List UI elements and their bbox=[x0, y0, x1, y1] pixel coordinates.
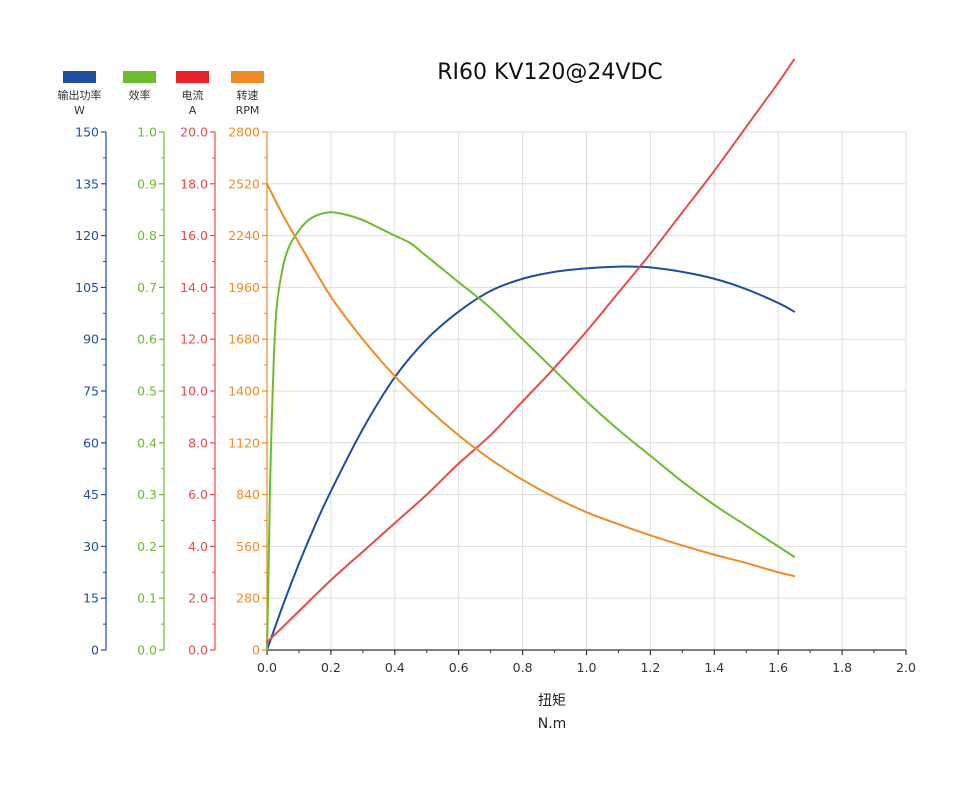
legend-label-power: 输出功率 bbox=[58, 88, 102, 102]
y-tick-label-rpm: 840 bbox=[236, 487, 260, 502]
y-tick-label-eff: 0.3 bbox=[137, 487, 157, 502]
x-axis-unit: N.m bbox=[538, 716, 567, 732]
y-tick-label-rpm: 2520 bbox=[228, 176, 260, 191]
x-axis: 0.0 0.2 0.4 0.6 0.8 1.0 1.2 1.4 1.6 1.8 2.0 bbox=[257, 649, 916, 675]
y-tick-label-rpm: 1120 bbox=[228, 435, 260, 450]
y-tick-label-eff: 0.6 bbox=[137, 332, 157, 347]
y-axis-rpm: 0 280 560 840 1120 1400 1680 1960 2240 2520 2800 bbox=[228, 125, 268, 658]
y-tick-label-eff: 0.8 bbox=[137, 228, 157, 243]
chart-title: RI60 KV120@24VDC bbox=[437, 60, 663, 85]
y-tick-label-rpm: 1400 bbox=[228, 384, 260, 399]
y-tick-label-power: 60 bbox=[83, 435, 99, 450]
legend-unit-power: W bbox=[74, 104, 85, 117]
y-tick-label-current: 6.0 bbox=[188, 487, 208, 502]
legend-unit-rpm: RPM bbox=[236, 104, 260, 117]
legend: 输出功率 W 效率 电流 A 转速 RPM bbox=[58, 71, 264, 117]
y-tick-label-rpm: 1960 bbox=[228, 280, 260, 295]
series-lines bbox=[266, 58, 796, 651]
y-tick-label-power: 90 bbox=[83, 332, 99, 347]
x-tick-label: 0.0 bbox=[257, 660, 277, 675]
y-tick-label-current: 12.0 bbox=[180, 332, 208, 347]
y-tick-label-eff: 1.0 bbox=[137, 125, 157, 140]
y-tick-label-current: 2.0 bbox=[188, 591, 208, 606]
x-tick-label: 0.8 bbox=[513, 660, 533, 675]
y-tick-label-current: 8.0 bbox=[188, 435, 208, 450]
x-tick-label: 1.8 bbox=[832, 660, 852, 675]
y-tick-label-current: 18.0 bbox=[180, 176, 208, 191]
y-tick-label-power: 120 bbox=[75, 228, 99, 243]
y-tick-label-power: 135 bbox=[75, 176, 99, 191]
legend-unit-current: A bbox=[189, 104, 197, 117]
x-tick-label: 1.0 bbox=[577, 660, 597, 675]
y-tick-label-eff: 0.2 bbox=[137, 539, 157, 554]
legend-swatch-efficiency bbox=[123, 71, 156, 83]
legend-label-efficiency: 效率 bbox=[129, 88, 151, 102]
legend-swatch-current bbox=[176, 71, 209, 83]
y-axis-eff: 0.0 0.1 0.2 0.3 0.4 0.5 0.6 0.7 0.8 0.9 1.0 bbox=[137, 125, 165, 658]
x-tick-label: 1.6 bbox=[768, 660, 788, 675]
y-tick-label-eff: 0.9 bbox=[137, 176, 157, 191]
y-tick-label-power: 30 bbox=[83, 539, 99, 554]
y-tick-label-power: 75 bbox=[83, 384, 99, 399]
series-line-power bbox=[266, 265, 796, 651]
y-tick-label-rpm: 560 bbox=[236, 539, 260, 554]
x-tick-label: 0.4 bbox=[385, 660, 405, 675]
y-tick-label-power: 15 bbox=[83, 591, 99, 606]
y-tick-label-rpm: 2800 bbox=[228, 125, 260, 140]
legend-label-rpm: 转速 bbox=[237, 88, 259, 102]
y-axis-current: 0.0 2.0 4.0 6.0 8.0 10.0 12.0 14.0 16.0 18.0 20.0 bbox=[180, 125, 216, 658]
y-tick-label-current: 14.0 bbox=[180, 280, 208, 295]
y-axis-power: 0 15 30 45 60 75 90 105 120 135 150 bbox=[75, 125, 107, 658]
y-tick-label-current: 0.0 bbox=[188, 643, 208, 658]
legend-swatch-power bbox=[63, 71, 96, 83]
y-tick-label-eff: 0.7 bbox=[137, 280, 157, 295]
y-tick-label-power: 0 bbox=[91, 643, 99, 658]
y-tick-label-current: 4.0 bbox=[188, 539, 208, 554]
y-tick-label-eff: 0.1 bbox=[137, 591, 157, 606]
y-tick-label-current: 10.0 bbox=[180, 384, 208, 399]
legend-label-current: 电流 bbox=[182, 88, 204, 102]
series-line-rpm bbox=[266, 182, 796, 577]
x-tick-label: 1.2 bbox=[640, 660, 660, 675]
series-line-current bbox=[266, 58, 796, 644]
y-tick-label-current: 16.0 bbox=[180, 228, 208, 243]
y-tick-label-power: 105 bbox=[75, 280, 99, 295]
grid bbox=[267, 131, 907, 650]
y-tick-label-power: 150 bbox=[75, 125, 99, 140]
x-tick-label: 2.0 bbox=[896, 660, 916, 675]
x-tick-label: 0.2 bbox=[321, 660, 341, 675]
y-tick-label-eff: 0.5 bbox=[137, 384, 157, 399]
y-tick-label-power: 45 bbox=[83, 487, 99, 502]
x-tick-label: 1.4 bbox=[704, 660, 724, 675]
y-tick-label-eff: 0.0 bbox=[137, 643, 157, 658]
y-tick-label-current: 20.0 bbox=[180, 125, 208, 140]
y-tick-label-rpm: 0 bbox=[252, 643, 260, 658]
legend-swatch-rpm bbox=[231, 71, 264, 83]
y-axes: 0 15 30 45 60 75 90 105 120 135 150 0.0 0.1 0.2 0.3 0.4… bbox=[75, 125, 268, 658]
y-tick-label-rpm: 2240 bbox=[228, 228, 260, 243]
x-axis-label: 扭矩 bbox=[538, 693, 566, 709]
y-tick-label-rpm: 1680 bbox=[228, 332, 260, 347]
y-tick-label-rpm: 280 bbox=[236, 591, 260, 606]
x-tick-label: 0.6 bbox=[449, 660, 469, 675]
y-tick-label-eff: 0.4 bbox=[137, 435, 157, 450]
series-line-eff bbox=[266, 211, 796, 651]
